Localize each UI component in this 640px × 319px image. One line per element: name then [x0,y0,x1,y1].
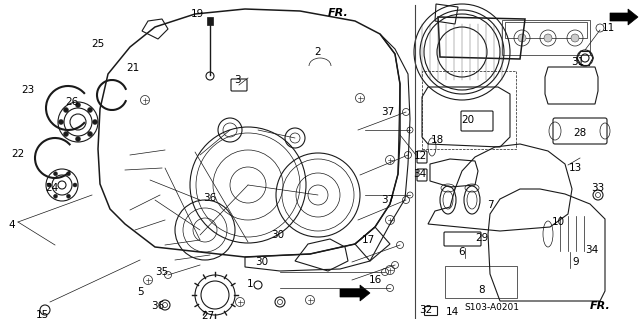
Circle shape [67,194,70,198]
Polygon shape [610,9,638,25]
Text: 16: 16 [369,275,381,285]
Text: 12: 12 [413,151,427,161]
Circle shape [47,183,51,187]
Text: 10: 10 [552,217,564,227]
Text: 37: 37 [381,107,395,117]
Text: 11: 11 [602,23,614,33]
Text: 23: 23 [21,85,35,95]
Text: 31: 31 [572,57,584,67]
Text: 20: 20 [461,115,475,125]
Text: S103-A0201: S103-A0201 [465,303,520,313]
Text: 21: 21 [126,63,140,73]
Text: 14: 14 [445,307,459,317]
Text: 13: 13 [568,163,582,173]
Text: 28: 28 [573,128,587,138]
Circle shape [88,131,93,137]
Polygon shape [340,285,370,301]
Text: 22: 22 [12,149,24,159]
Text: 34: 34 [413,169,427,179]
Circle shape [76,137,81,142]
Text: 36: 36 [204,193,216,203]
Text: 2: 2 [315,47,321,57]
Circle shape [54,194,58,198]
Bar [502,20,590,55]
Text: 37: 37 [381,195,395,205]
Circle shape [544,34,552,42]
Text: 32: 32 [419,305,433,315]
Text: 3: 3 [234,75,240,85]
Text: 19: 19 [190,9,204,19]
Circle shape [73,183,77,187]
Text: 1: 1 [246,279,253,289]
Text: 17: 17 [362,235,374,245]
Text: 25: 25 [92,39,104,49]
Circle shape [58,120,63,124]
Text: 36: 36 [152,301,164,311]
Text: 34: 34 [586,245,598,255]
Bar [505,22,587,38]
Text: 27: 27 [202,311,214,319]
Circle shape [67,172,70,176]
Text: 4: 4 [9,220,15,230]
Text: 33: 33 [591,183,605,193]
Text: 30: 30 [255,257,269,267]
Bar [207,17,213,25]
Circle shape [63,108,68,113]
Circle shape [93,120,97,124]
Circle shape [76,102,81,108]
Text: 5: 5 [137,287,143,297]
Text: 7: 7 [486,200,493,210]
Circle shape [54,172,58,176]
Circle shape [571,34,579,42]
Text: 24: 24 [45,183,59,193]
Text: 26: 26 [65,97,79,107]
Circle shape [63,131,68,137]
Text: 30: 30 [271,230,285,240]
Text: FR.: FR. [328,8,349,18]
Text: 8: 8 [479,285,485,295]
Text: FR.: FR. [590,301,611,311]
Text: 6: 6 [459,247,465,257]
Text: 15: 15 [35,310,49,319]
Circle shape [518,34,526,42]
Text: 18: 18 [430,135,444,145]
Circle shape [88,108,93,113]
Text: 9: 9 [573,257,579,267]
Text: 35: 35 [156,267,168,277]
Text: 29: 29 [476,233,488,243]
Bar [445,266,517,298]
